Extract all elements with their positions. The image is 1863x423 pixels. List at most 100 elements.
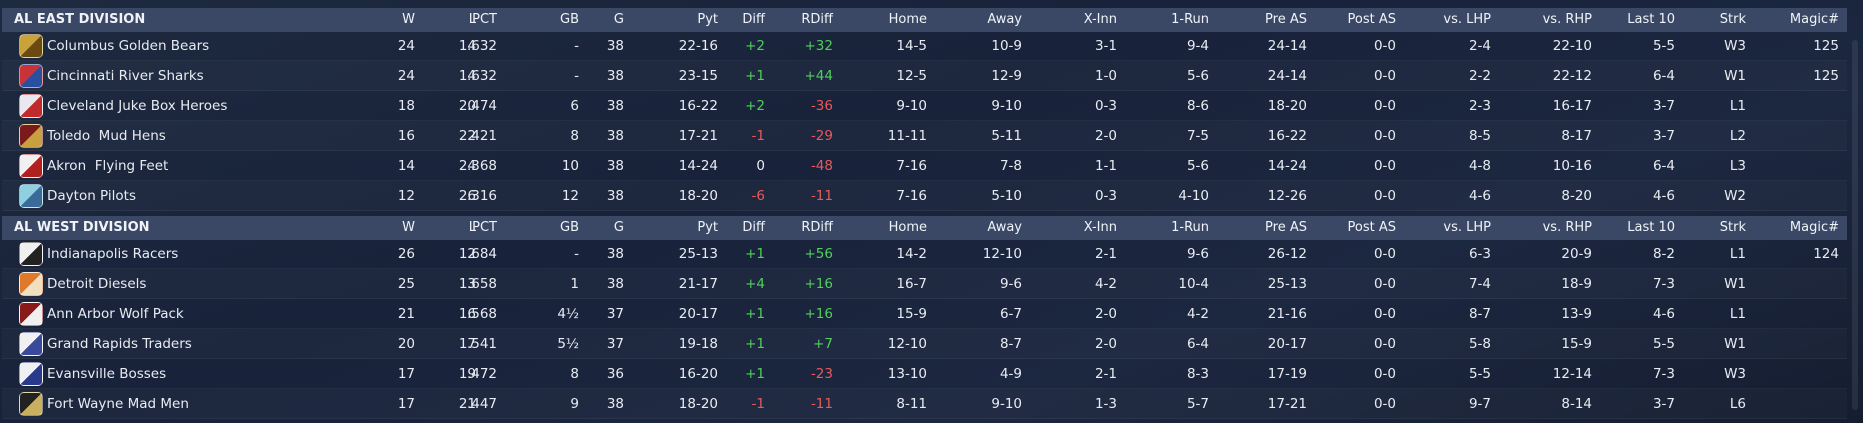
team-row[interactable] <box>2 181 1847 211</box>
cell: -1 <box>751 396 765 412</box>
cell: 25-13 <box>1267 276 1307 292</box>
column-header[interactable]: Post AS <box>1347 12 1396 27</box>
team-name[interactable]: Fort Wayne Mad Men <box>47 396 189 412</box>
column-header[interactable]: vs. LHP <box>1443 220 1491 235</box>
column-header[interactable]: G <box>613 220 624 235</box>
team-name[interactable]: Evansville Bosses <box>47 366 167 382</box>
cell: 7-5 <box>1186 128 1209 144</box>
scrollbar[interactable] <box>1852 40 1858 410</box>
column-header[interactable]: 1-Run <box>1171 220 1209 235</box>
team-name[interactable]: Akron Flying Feet <box>47 158 169 174</box>
column-header[interactable]: Magic# <box>1789 12 1839 27</box>
cell: 1 <box>570 276 579 292</box>
column-header[interactable]: Pyt <box>697 12 718 27</box>
column-header[interactable]: GB <box>560 12 579 27</box>
column-header[interactable]: Strk <box>1719 12 1746 27</box>
team-name[interactable]: Indianapolis Racers <box>47 246 179 262</box>
column-header[interactable]: W <box>402 12 415 27</box>
column-header[interactable]: Home <box>888 220 927 235</box>
team-logo <box>19 94 43 118</box>
team-row[interactable] <box>2 359 1847 389</box>
column-header[interactable]: vs. RHP <box>1542 220 1592 235</box>
team-row[interactable] <box>2 121 1847 151</box>
column-header[interactable]: Magic# <box>1789 220 1839 235</box>
cell: 9-7 <box>1468 396 1491 412</box>
column-header[interactable]: Strk <box>1719 220 1746 235</box>
cell: L1 <box>1729 98 1746 114</box>
cell: 0-0 <box>1373 366 1396 382</box>
column-header[interactable]: Away <box>987 220 1022 235</box>
column-header[interactable]: W <box>402 220 415 235</box>
cell: 21 <box>397 306 415 322</box>
team-row[interactable] <box>2 31 1847 61</box>
cell: W1 <box>1724 276 1746 292</box>
team-row[interactable] <box>2 269 1847 299</box>
column-header[interactable]: 1-Run <box>1171 12 1209 27</box>
division-title: AL WEST DIVISION <box>14 220 150 235</box>
team-name[interactable]: Cincinnati River Sharks <box>47 68 204 84</box>
team-name[interactable]: Toledo Mud Hens <box>47 128 166 144</box>
column-header[interactable]: L <box>468 12 476 27</box>
cell: 23-15 <box>678 68 718 84</box>
column-header[interactable]: vs. LHP <box>1443 12 1491 27</box>
column-header[interactable]: X-Inn <box>1083 12 1117 27</box>
column-header[interactable]: vs. RHP <box>1542 12 1592 27</box>
team-name[interactable]: Columbus Golden Bears <box>47 38 210 54</box>
column-header[interactable]: RDiff <box>801 220 833 235</box>
team-row[interactable] <box>2 91 1847 121</box>
column-header[interactable]: L <box>468 220 476 235</box>
team-row[interactable] <box>2 389 1847 419</box>
cell: 6-4 <box>1652 158 1675 174</box>
column-header[interactable]: Pyt <box>697 220 718 235</box>
cell: 38 <box>606 246 624 262</box>
cell: 2-4 <box>1468 38 1491 54</box>
cell: +56 <box>804 246 834 262</box>
column-header[interactable]: G <box>613 12 624 27</box>
column-header[interactable]: Post AS <box>1347 220 1396 235</box>
column-header[interactable]: PCT <box>472 220 497 235</box>
column-header[interactable]: Pre AS <box>1265 220 1307 235</box>
team-name[interactable]: Detroit Diesels <box>47 276 147 292</box>
cell: 4-2 <box>1186 306 1209 322</box>
column-header[interactable]: GB <box>560 220 579 235</box>
team-row[interactable] <box>2 329 1847 359</box>
cell: 15-9 <box>1561 336 1592 352</box>
cell: 4-6 <box>1652 188 1675 204</box>
cell: 17-21 <box>1267 396 1307 412</box>
column-header[interactable]: Diff <box>742 12 765 27</box>
cell: 24-14 <box>1267 38 1307 54</box>
team-row[interactable] <box>2 239 1847 269</box>
column-header[interactable]: Away <box>987 12 1022 27</box>
team-name[interactable]: Dayton Pilots <box>47 188 136 204</box>
cell: 5-6 <box>1186 68 1209 84</box>
team-row[interactable] <box>2 61 1847 91</box>
column-header[interactable]: Last 10 <box>1627 12 1675 27</box>
team-row[interactable] <box>2 299 1847 329</box>
column-header[interactable]: RDiff <box>801 12 833 27</box>
cell: 0-0 <box>1373 396 1396 412</box>
cell: 13-9 <box>1561 306 1592 322</box>
column-header[interactable]: PCT <box>472 12 497 27</box>
column-header[interactable]: Home <box>888 12 927 27</box>
column-header[interactable]: Last 10 <box>1627 220 1675 235</box>
cell: 14 <box>458 38 476 54</box>
cell: 21-17 <box>678 276 718 292</box>
cell: 22-10 <box>1552 38 1592 54</box>
team-row[interactable] <box>2 151 1847 181</box>
cell: -36 <box>810 98 833 114</box>
team-name[interactable]: Grand Rapids Traders <box>47 336 192 352</box>
cell: 16-7 <box>896 276 927 292</box>
column-header[interactable]: Diff <box>742 220 765 235</box>
cell: 10-4 <box>1178 276 1209 292</box>
cell: 37 <box>606 336 624 352</box>
column-header[interactable]: Pre AS <box>1265 12 1307 27</box>
cell: 4-6 <box>1468 188 1491 204</box>
cell: 22-12 <box>1552 68 1592 84</box>
column-header[interactable]: X-Inn <box>1083 220 1117 235</box>
team-name[interactable]: Ann Arbor Wolf Pack <box>47 306 184 322</box>
team-name[interactable]: Cleveland Juke Box Heroes <box>47 98 228 114</box>
cell: 17 <box>397 366 415 382</box>
cell: 1-3 <box>1094 396 1117 412</box>
cell: 22-16 <box>678 38 718 54</box>
cell: 4-8 <box>1468 158 1491 174</box>
